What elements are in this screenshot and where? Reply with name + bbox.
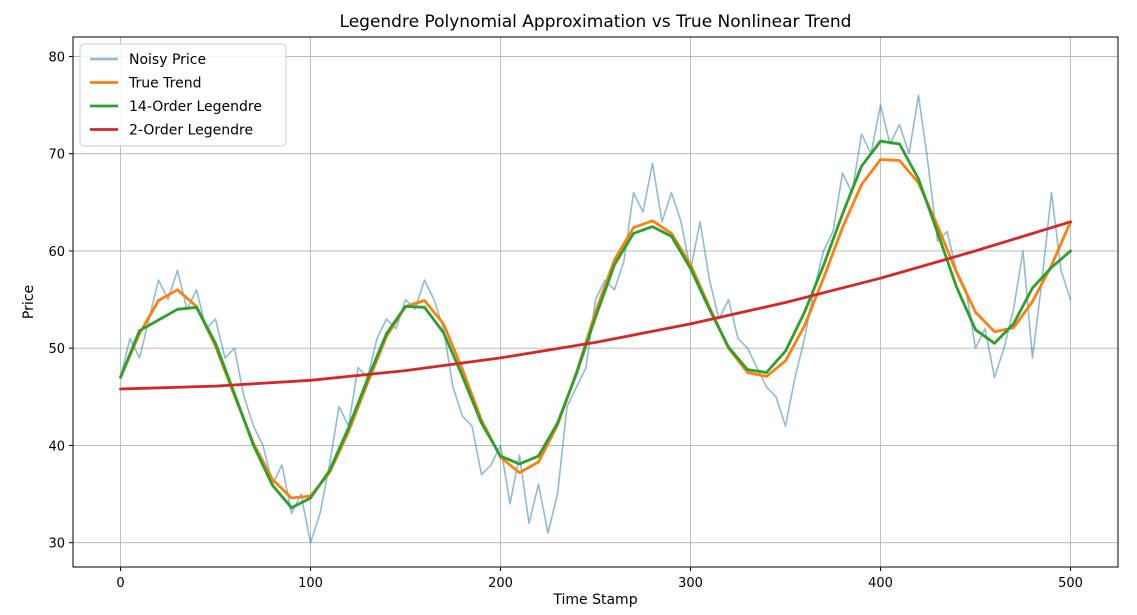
- series-layer: [119, 94, 1072, 544]
- y-axis-ticks: 30 40 50 60 70 80: [48, 50, 73, 552]
- x-tick-label: 100: [298, 576, 323, 591]
- x-axis-ticks: 0 100 200 300 400 500: [116, 567, 1083, 591]
- y-tick-label: 60: [48, 245, 65, 260]
- legend-label: 14-Order Legendre: [129, 99, 262, 115]
- x-tick-label: 300: [678, 576, 703, 591]
- legend-item-14-order-legendre: 14-Order Legendre: [90, 99, 262, 115]
- chart-title: Legendre Polynomial Approximation vs Tru…: [340, 12, 852, 32]
- legend: Noisy Price True Trend 14-Order Legendre 2-…: [79, 43, 287, 147]
- x-tick-label: 400: [868, 576, 893, 591]
- series-14-order-legendre: [119, 139, 1072, 510]
- y-tick-label: 80: [48, 50, 65, 65]
- series-line-2-order-legendre: [119, 220, 1072, 391]
- x-tick-label: 500: [1058, 576, 1083, 591]
- legend-item-true-trend: True Trend: [90, 76, 202, 92]
- series-2-order-legendre: [119, 220, 1072, 391]
- legend-item-2-order-legendre: 2-Order Legendre: [90, 123, 253, 139]
- legend-label: Noisy Price: [129, 52, 206, 68]
- y-tick-label: 70: [48, 148, 65, 163]
- y-tick-label: 50: [48, 342, 65, 357]
- series-line-14-order-legendre: [119, 139, 1072, 510]
- x-tick-label: 0: [116, 576, 124, 591]
- legend-box: [79, 43, 287, 147]
- y-tick-label: 30: [48, 537, 65, 552]
- series-noisy-price: [119, 94, 1072, 544]
- series-line-true-trend: [119, 158, 1072, 500]
- y-tick-label: 40: [48, 439, 65, 454]
- legend-label: 2-Order Legendre: [129, 123, 253, 139]
- legend-label: True Trend: [128, 76, 202, 92]
- legend-item-noisy-price: Noisy Price: [90, 52, 206, 68]
- x-tick-label: 200: [488, 576, 513, 591]
- plot-frame: [72, 36, 1119, 568]
- series-line-noisy-price: [119, 94, 1072, 544]
- y-axis-label: Price: [21, 285, 37, 319]
- x-axis-label: Time Stamp: [552, 592, 637, 608]
- series-true-trend: [119, 158, 1072, 500]
